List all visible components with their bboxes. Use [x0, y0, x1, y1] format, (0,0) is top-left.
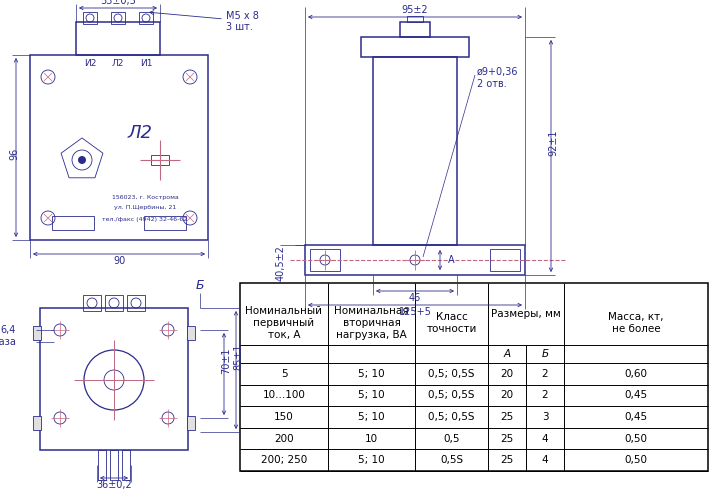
Text: 3: 3: [542, 412, 548, 422]
Text: ø9+0,36: ø9+0,36: [477, 67, 518, 77]
Text: 4: 4: [542, 455, 548, 465]
Bar: [122, 450, 130, 480]
Bar: [144, 216, 186, 230]
Text: 5; 10: 5; 10: [358, 369, 384, 379]
Text: М5 х 8: М5 х 8: [226, 11, 259, 21]
Circle shape: [78, 156, 86, 164]
Bar: [30, 55, 208, 240]
Text: Номинальная
вторичная
нагрузка, ВА: Номинальная вторичная нагрузка, ВА: [334, 306, 409, 339]
Text: 20: 20: [500, 369, 513, 379]
Bar: [52, 216, 94, 230]
Text: 10...100: 10...100: [263, 391, 306, 401]
Text: тел./факс (4942) 32-46-62: тел./факс (4942) 32-46-62: [102, 217, 188, 222]
Bar: [98, 450, 106, 480]
Bar: [83, 295, 101, 311]
Bar: [40, 308, 188, 450]
Text: 5: 5: [281, 369, 287, 379]
Text: 20: 20: [500, 391, 513, 401]
Bar: [151, 155, 169, 165]
Text: 5; 10: 5; 10: [358, 455, 384, 465]
Text: 85±1: 85±1: [233, 343, 243, 370]
Text: 53±0,5: 53±0,5: [100, 0, 136, 6]
Bar: [310, 249, 340, 271]
Text: 25: 25: [500, 433, 513, 444]
Text: А: А: [503, 349, 511, 359]
Bar: [361, 37, 469, 57]
Text: Номинальный
первичный
ток, А: Номинальный первичный ток, А: [246, 306, 322, 339]
Text: 0,45: 0,45: [624, 391, 647, 401]
Bar: [139, 12, 153, 24]
Text: И2: И2: [84, 60, 96, 69]
Text: 0,5: 0,5: [443, 433, 460, 444]
Text: Размеры, мм: Размеры, мм: [491, 309, 561, 319]
Bar: [33, 326, 41, 340]
Text: 156023, г. Кострома: 156023, г. Кострома: [112, 194, 178, 199]
Bar: [187, 326, 195, 340]
Text: 10: 10: [365, 433, 378, 444]
Text: Б: Б: [195, 279, 204, 292]
Text: 0,50: 0,50: [624, 433, 647, 444]
Bar: [76, 22, 160, 55]
Text: 200; 250: 200; 250: [261, 455, 307, 465]
Bar: [187, 416, 195, 430]
Bar: [127, 295, 145, 311]
Bar: [373, 57, 457, 245]
Text: Б: Б: [541, 349, 548, 359]
Text: 0,5; 0,5S: 0,5; 0,5S: [428, 412, 475, 422]
Text: Л2: Л2: [127, 124, 153, 142]
Bar: [407, 16, 423, 22]
Text: 0,5S: 0,5S: [440, 455, 463, 465]
Bar: [110, 450, 118, 480]
Text: Масса, кт,
не более: Масса, кт, не более: [609, 312, 664, 334]
Bar: [83, 12, 97, 24]
Text: 25: 25: [500, 455, 513, 465]
Text: 5; 10: 5; 10: [358, 391, 384, 401]
Text: 46: 46: [409, 293, 421, 303]
Text: 4: 4: [542, 433, 548, 444]
Text: 96: 96: [9, 148, 19, 160]
Text: 92±1: 92±1: [548, 130, 558, 156]
Text: 6,4: 6,4: [1, 325, 16, 335]
Text: ул. П.Щербины, 21: ул. П.Щербины, 21: [114, 205, 176, 211]
Text: 125+5: 125+5: [399, 307, 432, 317]
Text: 0,5; 0,5S: 0,5; 0,5S: [428, 391, 475, 401]
Text: 0,50: 0,50: [624, 455, 647, 465]
Text: 0,5; 0,5S: 0,5; 0,5S: [428, 369, 475, 379]
Bar: [305, 245, 525, 275]
Text: 200: 200: [274, 433, 294, 444]
Bar: [105, 295, 123, 311]
Text: 2 отв.: 2 отв.: [477, 79, 507, 89]
Text: 70±1: 70±1: [221, 347, 231, 374]
Text: 3 шт.: 3 шт.: [226, 22, 253, 32]
Text: И1: И1: [140, 60, 153, 69]
Text: 2: 2: [542, 391, 548, 401]
Text: 95±2: 95±2: [402, 5, 428, 15]
Text: 40,5±2: 40,5±2: [276, 245, 286, 281]
Bar: [240, 283, 708, 471]
Text: 150: 150: [274, 412, 294, 422]
Text: 36±0,2: 36±0,2: [96, 480, 132, 490]
Text: 90: 90: [113, 256, 125, 266]
Text: Л2: Л2: [112, 60, 124, 69]
Text: 5; 10: 5; 10: [358, 412, 384, 422]
Bar: [490, 249, 520, 271]
Text: 0,60: 0,60: [624, 369, 647, 379]
Text: Класс
точности: Класс точности: [426, 312, 477, 334]
Text: 25: 25: [500, 412, 513, 422]
Text: 2: 2: [542, 369, 548, 379]
Text: А: А: [448, 255, 455, 265]
Bar: [111, 12, 125, 24]
Bar: [33, 416, 41, 430]
Text: 0,45: 0,45: [624, 412, 647, 422]
Bar: [400, 22, 430, 37]
Text: 4 паза: 4 паза: [0, 337, 16, 347]
